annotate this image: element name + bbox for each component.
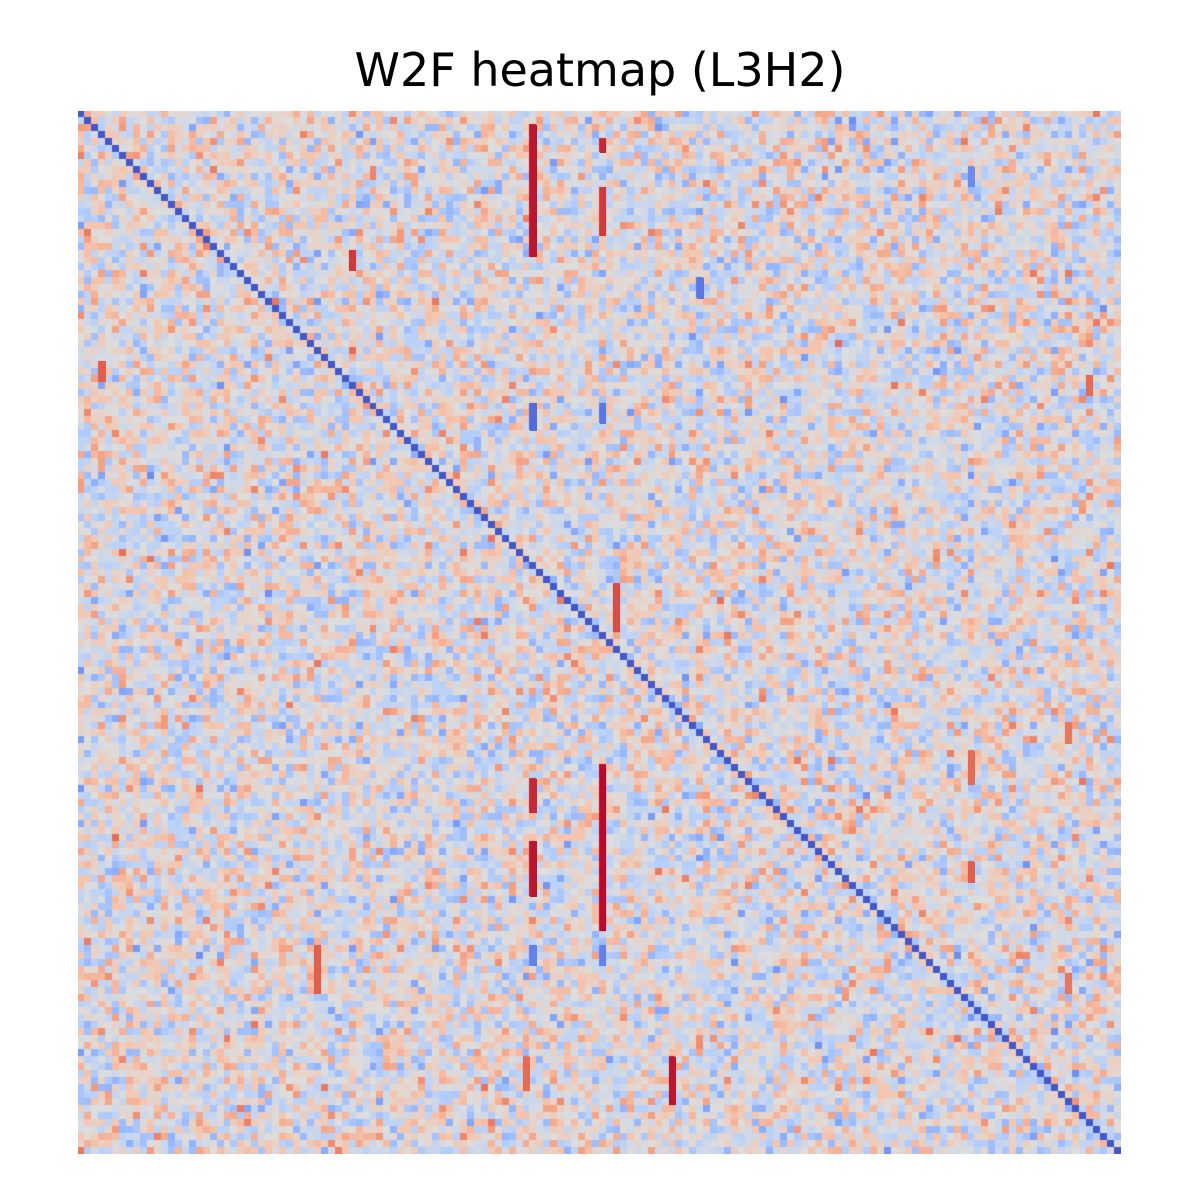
heatmap-streak-11	[314, 945, 322, 995]
heatmap-streak-16	[1086, 375, 1094, 397]
heatmap-streak-4	[98, 361, 106, 383]
heatmap-cell-layer	[78, 111, 1121, 1154]
heatmap-streak-18	[1065, 973, 1073, 995]
heatmap-streak-12	[669, 1056, 676, 1106]
heatmap-streak-0	[529, 124, 537, 258]
heatmap-streak-21	[529, 945, 537, 967]
heatmap-streak-22	[599, 945, 607, 967]
heatmap-streak-14	[968, 750, 975, 786]
heatmap-streak-7	[613, 583, 621, 633]
heatmap-streak-6	[599, 403, 607, 424]
heatmap-streak-8	[599, 764, 607, 932]
heatmap-streak-10	[529, 841, 537, 897]
heatmap-streak-9	[529, 778, 537, 814]
heatmap-streak-2	[599, 187, 607, 237]
heatmap-streak-3	[349, 250, 357, 271]
heatmap-streak-1	[599, 138, 607, 153]
heatmap-streak-15	[968, 861, 975, 883]
heatmap-plot-area	[78, 111, 1121, 1154]
heatmap-streak-5	[529, 403, 537, 431]
heatmap-streak-13	[523, 1056, 530, 1092]
heatmap-streak-19	[696, 277, 704, 299]
chart-title: W2F heatmap (L3H2)	[354, 43, 846, 97]
heatmap-streak-17	[1065, 722, 1073, 744]
heatmap-streak-20	[968, 166, 975, 188]
